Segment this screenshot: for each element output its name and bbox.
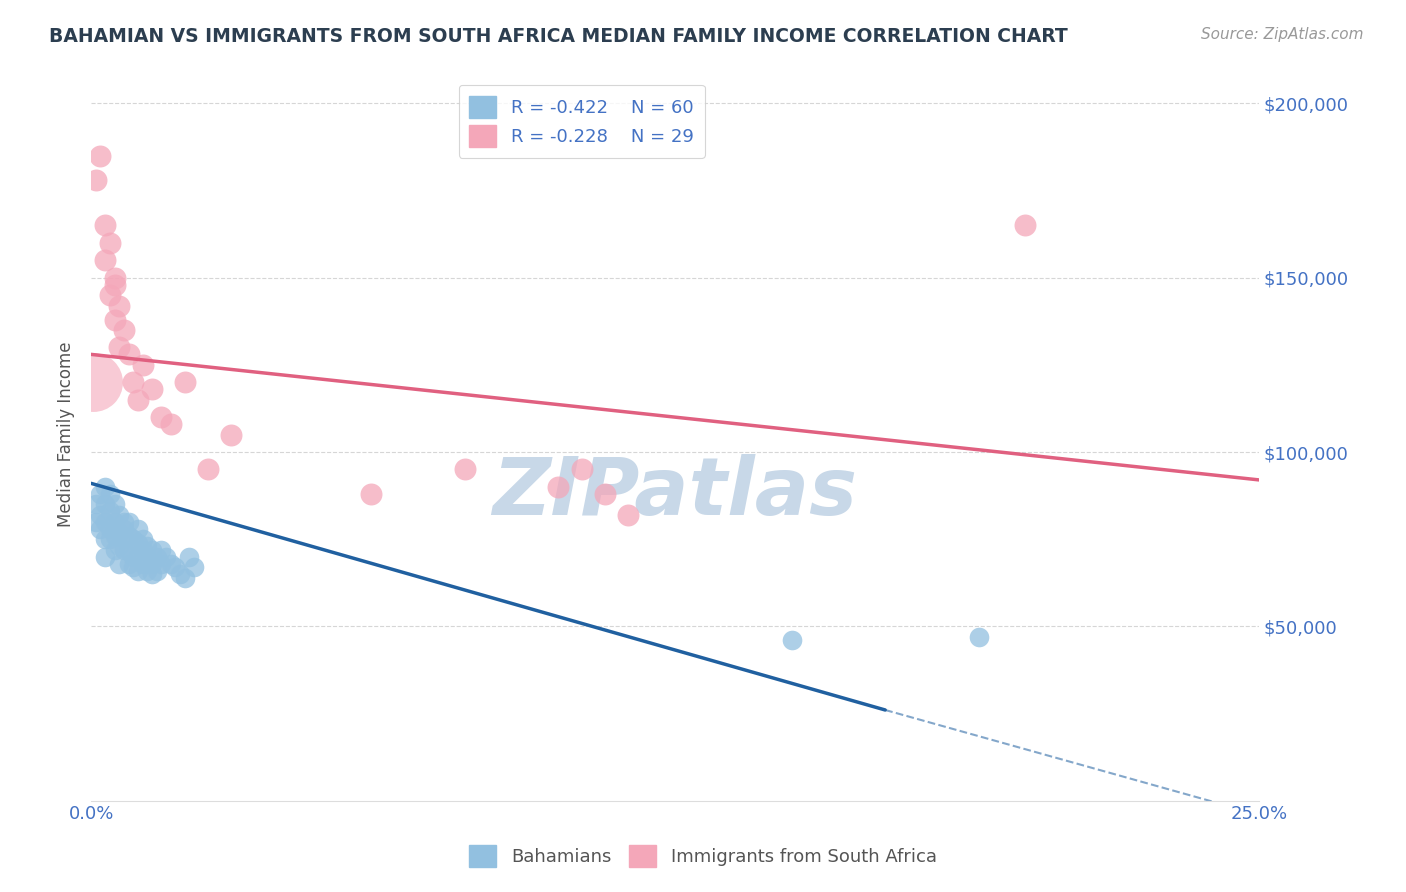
Point [127,522,149,536]
Point [103,522,125,536]
Point [103,312,125,326]
Point [82,376,104,390]
Point [94,515,117,529]
Point [173,570,195,584]
Point [117,557,139,571]
Point [131,358,153,372]
Point [94,253,117,268]
Legend: Bahamians, Immigrants from South Africa: Bahamians, Immigrants from South Africa [463,838,943,874]
Point [360,487,382,501]
Point [94,219,117,233]
Point [94,549,117,564]
Point [108,557,131,571]
Point [98,504,121,518]
Point [89,508,111,522]
Point [159,557,181,571]
Point [122,560,145,574]
Point [112,542,135,557]
Point [108,525,131,540]
Text: ZIPatlas: ZIPatlas [492,454,858,533]
Point [89,487,111,501]
Point [94,480,117,494]
Point [141,382,163,396]
Point [159,417,181,431]
Point [150,410,173,425]
Point [131,542,153,557]
Point [98,288,121,302]
Point [127,564,149,578]
Point [173,376,195,390]
Point [103,529,125,543]
Point [454,462,477,476]
Point [617,508,640,522]
Point [103,277,125,292]
Point [136,564,159,578]
Point [141,542,163,557]
Point [165,560,187,574]
Legend: R = -0.422    N = 60, R = -0.228    N = 29: R = -0.422 N = 60, R = -0.228 N = 29 [458,85,704,158]
Point [219,427,242,442]
Point [117,347,139,361]
Point [84,515,107,529]
Point [127,392,149,407]
Point [122,376,145,390]
Point [94,497,117,511]
Point [179,549,201,564]
Point [136,549,159,564]
Point [150,557,173,571]
Point [117,529,139,543]
Point [122,532,145,546]
Point [127,549,149,564]
Point [84,173,107,187]
Point [108,539,131,553]
Point [150,542,173,557]
Point [127,535,149,549]
Point [108,340,131,354]
Point [108,299,131,313]
Point [593,487,616,501]
Text: Source: ZipAtlas.com: Source: ZipAtlas.com [1201,27,1364,42]
Point [967,630,990,644]
Point [141,567,163,582]
Point [169,567,191,582]
Point [94,532,117,546]
Point [103,497,125,511]
Point [145,564,167,578]
Point [98,235,121,250]
Point [112,323,135,337]
Point [84,497,107,511]
Point [136,539,159,553]
Point [122,549,145,564]
Point [103,542,125,557]
Point [89,522,111,536]
Text: BAHAMIAN VS IMMIGRANTS FROM SOUTH AFRICA MEDIAN FAMILY INCOME CORRELATION CHART: BAHAMIAN VS IMMIGRANTS FROM SOUTH AFRICA… [49,27,1069,45]
Point [547,480,569,494]
Point [131,557,153,571]
Point [141,557,163,571]
Point [108,508,131,522]
Y-axis label: Median Family Income: Median Family Income [58,342,75,527]
Point [117,542,139,557]
Point [89,149,111,163]
Point [780,633,803,648]
Point [112,522,135,536]
Point [112,532,135,546]
Point [131,532,153,546]
Point [571,462,593,476]
Point [155,549,177,564]
Point [103,270,125,285]
Point [1014,219,1036,233]
Point [103,515,125,529]
Point [117,515,139,529]
Point [145,549,167,564]
Point [98,487,121,501]
Point [98,522,121,536]
Point [112,515,135,529]
Point [197,462,219,476]
Point [183,560,205,574]
Point [98,532,121,546]
